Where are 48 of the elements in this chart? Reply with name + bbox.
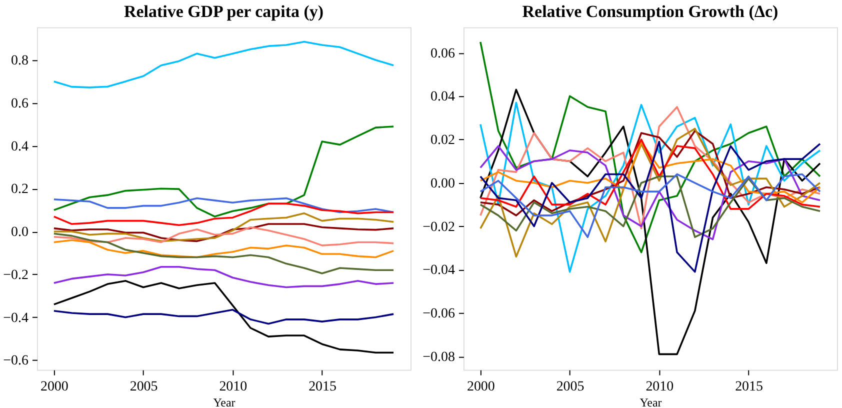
x-axis-title: Year [213, 395, 236, 408]
line-series [53, 223, 394, 242]
y-tick-label: −0.6 [3, 354, 28, 369]
line-series [53, 239, 394, 258]
line-series [53, 226, 394, 246]
line-series [53, 212, 394, 242]
x-tick-label: 2005 [556, 379, 584, 394]
x-tick-label: 2000 [40, 379, 68, 394]
line-series [53, 202, 394, 226]
y-tick-label: 0.4 [10, 139, 28, 154]
y-tick-label: 0.6 [10, 96, 28, 112]
y-tick-label: 0.02 [430, 133, 455, 148]
line-series [53, 232, 394, 274]
y-tick-label: 0.8 [10, 54, 28, 69]
line-series [480, 41, 821, 254]
line-series [480, 106, 821, 230]
line-series [480, 140, 821, 273]
line-series [480, 102, 821, 273]
y-tick-label: 0.06 [430, 46, 455, 62]
y-tick-label: 0.0 [10, 225, 28, 240]
x-tick-label: 2010 [219, 379, 248, 394]
line-series [480, 145, 821, 240]
x-axis-title: Year [640, 395, 662, 408]
line-series [53, 280, 394, 354]
x-tick-label: 2010 [646, 379, 674, 394]
x-tick-label: 2005 [130, 379, 158, 394]
line-series [480, 88, 821, 356]
y-tick-label: −0.06 [422, 306, 455, 322]
y-tick-label: −0.4 [3, 310, 28, 326]
chart-title: Relative GDP per capita (y) [124, 2, 324, 22]
line-series [53, 308, 394, 325]
y-tick-label: 0.04 [430, 90, 455, 105]
y-tick-label: 0.00 [430, 176, 455, 192]
x-tick-label: 2000 [466, 379, 495, 394]
x-tick-label: 2015 [735, 379, 764, 394]
chart-title: Relative Consumption Growth (Δc) [522, 2, 778, 22]
y-tick-label: 0.2 [10, 182, 28, 198]
line-series [53, 266, 394, 288]
x-tick-label: 2015 [308, 379, 337, 394]
line-series [480, 130, 821, 216]
y-tick-label: −0.02 [422, 220, 455, 235]
y-tick-label: −0.2 [3, 268, 28, 283]
line-series [53, 40, 394, 88]
line-series [53, 126, 394, 218]
line-series [480, 128, 821, 258]
y-tick-label: −0.08 [422, 350, 455, 365]
line-series [53, 197, 394, 214]
y-tick-label: −0.04 [422, 263, 455, 278]
